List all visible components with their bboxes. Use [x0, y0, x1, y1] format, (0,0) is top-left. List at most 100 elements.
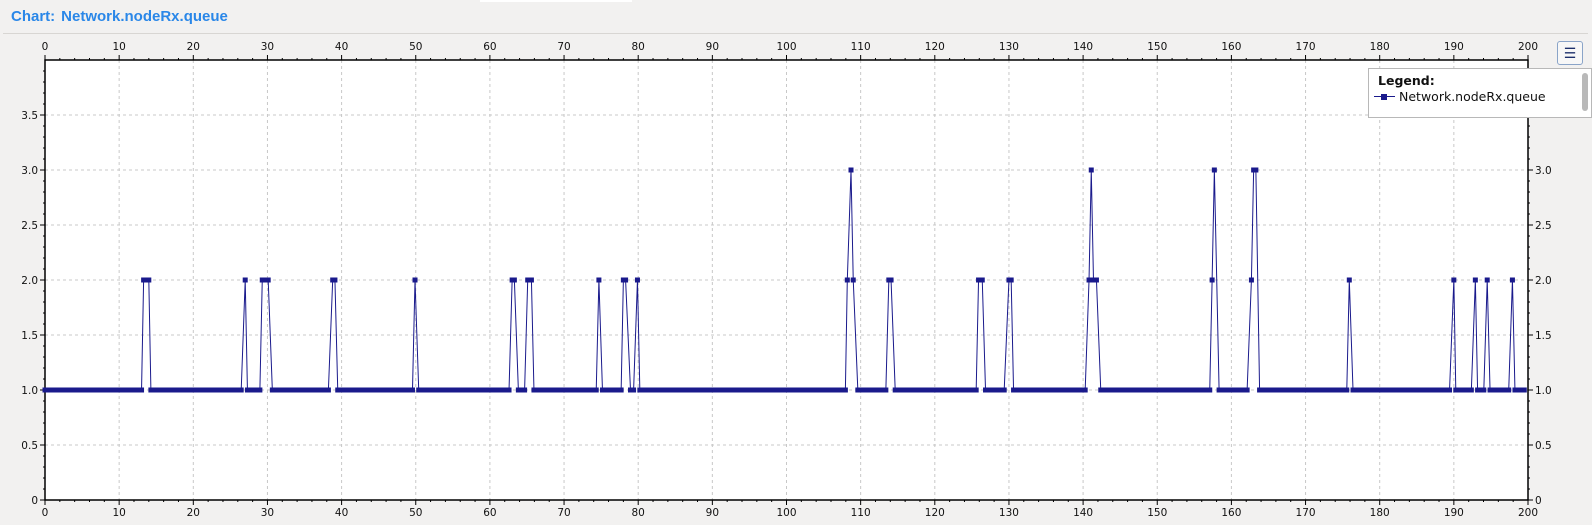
legend-toggle-button[interactable]: ☰	[1557, 41, 1583, 65]
data-point	[45, 387, 51, 393]
data-point	[537, 387, 543, 393]
data-point	[967, 387, 973, 393]
data-point	[244, 387, 250, 393]
data-point	[170, 387, 176, 393]
data-point	[1275, 387, 1281, 393]
data-point	[58, 387, 64, 393]
data-point	[378, 387, 384, 393]
y-tick-label-left: 3.0	[21, 165, 38, 177]
legend-scrollbar[interactable]	[1582, 73, 1588, 111]
data-point	[481, 387, 487, 393]
data-point	[129, 387, 135, 393]
data-point	[204, 387, 210, 393]
data-point	[888, 277, 894, 283]
data-point	[428, 387, 434, 393]
x-tick-label-bottom: 160	[1221, 507, 1241, 519]
data-point	[1434, 387, 1440, 393]
data-point	[743, 387, 749, 393]
data-point	[500, 387, 506, 393]
data-point	[518, 387, 524, 393]
data-point	[528, 277, 534, 283]
data-point	[422, 387, 428, 393]
data-point	[1456, 387, 1462, 393]
data-point	[48, 387, 54, 393]
data-point	[1331, 387, 1337, 393]
data-point	[712, 387, 718, 393]
data-point	[1093, 277, 1099, 283]
data-point	[1107, 387, 1113, 393]
x-tick-label-bottom: 90	[706, 507, 719, 519]
x-tick-label-top: 60	[483, 41, 496, 53]
legend-entry[interactable]: Network.nodeRx.queue	[1374, 89, 1546, 104]
data-point	[1154, 387, 1160, 393]
data-point	[1057, 387, 1063, 393]
data-point	[640, 387, 646, 393]
data-point	[649, 387, 655, 393]
series-layer	[42, 167, 1527, 393]
legend-panel: Legend: Network.nodeRx.queue	[1368, 68, 1592, 118]
data-point	[1266, 387, 1272, 393]
data-point	[1313, 387, 1319, 393]
x-tick-label-top: 130	[999, 41, 1019, 53]
data-point	[248, 387, 254, 393]
data-point	[114, 387, 120, 393]
data-point	[431, 387, 437, 393]
data-point	[1294, 387, 1300, 393]
data-point	[51, 387, 57, 393]
data-point	[353, 387, 359, 393]
data-point	[858, 387, 864, 393]
data-point	[646, 387, 652, 393]
data-point	[232, 387, 238, 393]
data-point	[456, 387, 462, 393]
data-point	[796, 387, 802, 393]
data-point	[995, 387, 1001, 393]
data-point	[288, 387, 294, 393]
data-point	[515, 387, 521, 393]
x-tick-label-bottom: 200	[1518, 507, 1538, 519]
data-point	[462, 387, 468, 393]
data-point	[257, 387, 263, 393]
data-point	[1110, 387, 1116, 393]
data-point	[1425, 387, 1431, 393]
data-point	[1141, 387, 1147, 393]
data-point	[313, 387, 319, 393]
x-tick-label-top: 160	[1221, 41, 1241, 53]
data-point	[1306, 387, 1312, 393]
data-point	[718, 387, 724, 393]
data-point	[637, 387, 643, 393]
data-point	[117, 387, 123, 393]
data-point	[1172, 387, 1178, 393]
data-point	[163, 387, 169, 393]
data-point	[1356, 387, 1362, 393]
data-point	[1054, 387, 1060, 393]
data-point	[1020, 387, 1026, 393]
x-tick-label-bottom: 180	[1370, 507, 1390, 519]
data-point	[469, 387, 475, 393]
data-point	[294, 387, 300, 393]
data-point	[1067, 387, 1073, 393]
data-point	[472, 387, 478, 393]
data-point	[1238, 387, 1244, 393]
data-point	[581, 387, 587, 393]
data-point	[381, 387, 387, 393]
data-point	[279, 387, 285, 393]
data-point	[1468, 387, 1474, 393]
data-point	[671, 387, 677, 393]
data-point	[154, 387, 160, 393]
data-point	[895, 387, 901, 393]
data-point	[1462, 387, 1468, 393]
data-point	[1045, 387, 1051, 393]
data-point	[341, 387, 347, 393]
y-tick-label-right: 1.5	[1535, 330, 1552, 342]
data-point	[699, 387, 705, 393]
x-tick-label-top: 190	[1444, 41, 1464, 53]
axes-layer: 0010102020303040405050606070708080909010…	[21, 41, 1551, 519]
data-point	[403, 387, 409, 393]
data-point	[824, 387, 830, 393]
data-point	[761, 387, 767, 393]
data-point	[1079, 387, 1085, 393]
data-point	[1135, 387, 1141, 393]
data-point	[1194, 387, 1200, 393]
data-point	[1104, 387, 1110, 393]
data-point	[833, 387, 839, 393]
